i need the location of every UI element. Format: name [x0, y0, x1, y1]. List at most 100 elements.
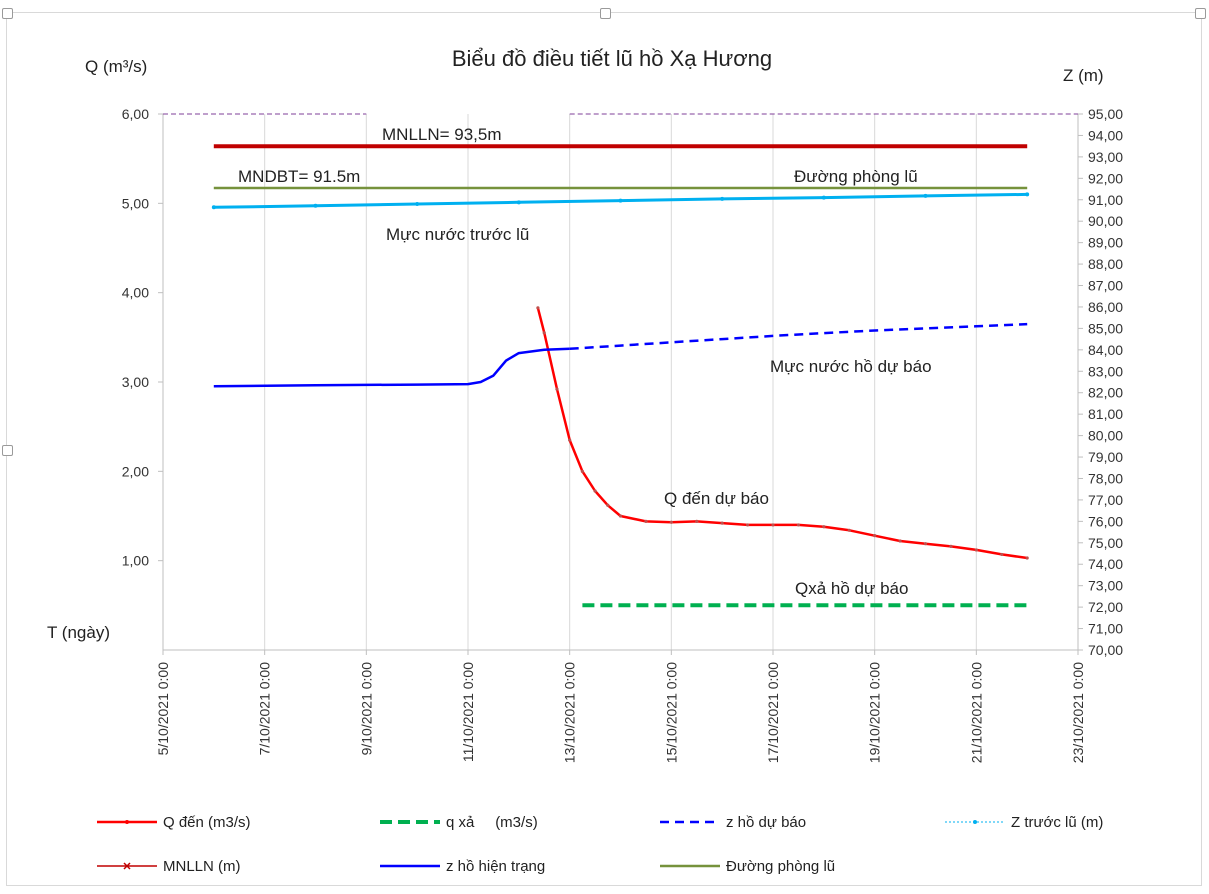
annotation-muc-nuoc-ho-du-bao: Mực nước hồ dự báo	[770, 357, 932, 376]
series-point	[669, 520, 673, 524]
y-left-axis-label: Q (m³/s)	[85, 57, 147, 76]
x-tick-label: 23/10/2021 0:00	[1070, 662, 1086, 763]
resize-handle-top-left[interactable]	[2, 8, 13, 19]
y-right-tick-label: 83,00	[1088, 363, 1123, 379]
series-point	[568, 438, 572, 442]
axes-layer	[158, 113, 1083, 655]
series-point	[606, 503, 610, 507]
annotation-duong-phong-lu: Đường phòng lũ	[794, 167, 918, 186]
resize-handle-top-center[interactable]	[600, 8, 611, 19]
x-tick-label: 21/10/2021 0:00	[968, 662, 984, 763]
y-right-tick-label: 80,00	[1088, 428, 1123, 444]
y-left-tick-label: 3,00	[122, 374, 149, 390]
series-point	[923, 193, 928, 198]
y-right-tick-label: 77,00	[1088, 492, 1123, 508]
legend: Q đến (m3/s) q xả (m3/s) z hồ dự báo Z trướ…	[97, 814, 1103, 875]
legend-label: z hồ dự báo	[726, 814, 806, 831]
y-right-tick-label: 89,00	[1088, 235, 1123, 251]
chart-frame[interactable]	[2, 8, 1206, 886]
legend-label: q xả (m3/s)	[446, 814, 538, 831]
y-right-tick-label: 88,00	[1088, 256, 1123, 272]
legend-marker	[973, 820, 977, 824]
y-right-tick-label: 72,00	[1088, 599, 1123, 615]
legend-label: z hồ hiện trạng	[446, 858, 545, 875]
series-layer	[163, 113, 1078, 608]
series-point	[313, 203, 318, 208]
chart-title: Biểu đồ điều tiết lũ hồ Xạ Hương	[452, 46, 772, 71]
annotation-mndbt: MNDBT= 91.5m	[238, 167, 360, 186]
series-point	[555, 387, 559, 391]
y-left-tick-label: 4,00	[122, 285, 149, 301]
series-point	[644, 519, 648, 523]
series-point	[536, 306, 540, 310]
series-point	[695, 519, 699, 523]
ticks-layer: 5/10/2021 0:00 7/10/2021 0:00 9/10/2021 0:…	[122, 106, 1123, 763]
y-right-tick-label: 73,00	[1088, 578, 1123, 594]
x-tick-label: 9/10/2021 0:00	[358, 662, 374, 756]
x-tick-label: 15/10/2021 0:00	[663, 662, 679, 763]
y-right-tick-label: 74,00	[1088, 556, 1123, 572]
x-tick-label: 19/10/2021 0:00	[867, 662, 883, 763]
x-tick-label: 7/10/2021 0:00	[257, 662, 273, 756]
series-point	[211, 205, 216, 210]
y-right-tick-label: 90,00	[1088, 213, 1123, 229]
series-point	[974, 548, 978, 552]
y-right-tick-label: 87,00	[1088, 278, 1123, 294]
y-right-tick-label: 95,00	[1088, 106, 1123, 122]
legend-label: MNLLN (m)	[163, 858, 241, 875]
y-right-tick-label: 84,00	[1088, 342, 1123, 358]
series-point	[873, 534, 877, 538]
series-point	[720, 521, 724, 525]
series-point	[516, 200, 521, 205]
legend-label: Q đến (m3/s)	[163, 814, 251, 831]
legend-marker	[123, 862, 131, 870]
series-line-q-n-m3-s	[536, 307, 1028, 560]
legend-label: Z trước lũ (m)	[1011, 814, 1103, 831]
series-point	[580, 469, 584, 473]
series-point	[821, 195, 826, 200]
series-line-z-h-d-b-o	[569, 322, 1028, 351]
x-tick-label: 11/10/2021 0:00	[460, 662, 476, 762]
y-right-tick-label: 71,00	[1088, 621, 1123, 637]
x-tick-label: 5/10/2021 0:00	[155, 662, 171, 756]
series-point	[1025, 192, 1030, 197]
y-left-tick-label: 5,00	[122, 195, 149, 211]
y-right-tick-label: 94,00	[1088, 127, 1123, 143]
series-point	[415, 202, 420, 207]
y-left-tick-label: 1,00	[122, 553, 149, 569]
y-right-axis-label: Z (m)	[1063, 66, 1104, 85]
x-tick-label: 17/10/2021 0:00	[765, 662, 781, 763]
series-point	[745, 523, 750, 527]
y-right-tick-label: 91,00	[1088, 192, 1123, 208]
series-point	[771, 523, 775, 527]
annotation-q-den-du-bao: Q đến dự báo	[664, 489, 769, 508]
y-right-tick-label: 78,00	[1088, 470, 1123, 486]
x-tick-label: 13/10/2021 0:00	[562, 662, 578, 763]
series-point	[542, 331, 546, 335]
series-line-z-h-hi-n-tr-ng	[213, 347, 570, 388]
resize-handle-middle-left[interactable]	[2, 445, 13, 456]
y-right-tick-label: 85,00	[1088, 320, 1123, 336]
y-right-tick-label: 86,00	[1088, 299, 1123, 315]
series-point	[618, 514, 623, 518]
series-point	[618, 198, 623, 203]
series-point	[898, 539, 902, 543]
y-right-tick-label: 79,00	[1088, 449, 1123, 465]
resize-handle-top-right[interactable]	[1195, 8, 1206, 19]
y-left-tick-label: 6,00	[122, 106, 149, 122]
series-point	[847, 528, 851, 532]
y-right-tick-label: 76,00	[1088, 513, 1123, 529]
y-right-tick-label: 82,00	[1088, 385, 1123, 401]
y-right-tick-label: 81,00	[1088, 406, 1123, 422]
series-point	[1025, 556, 1029, 560]
y-right-tick-label: 93,00	[1088, 149, 1123, 165]
series-point	[1000, 552, 1004, 557]
y-right-tick-label: 75,00	[1088, 535, 1123, 551]
series-point	[923, 542, 928, 546]
annotation-mnlln: MNLLN= 93,5m	[382, 125, 502, 144]
y-right-tick-label: 70,00	[1088, 642, 1123, 658]
legend-marker	[125, 820, 129, 824]
y-right-tick-label: 92,00	[1088, 170, 1123, 186]
series-point	[822, 525, 826, 529]
